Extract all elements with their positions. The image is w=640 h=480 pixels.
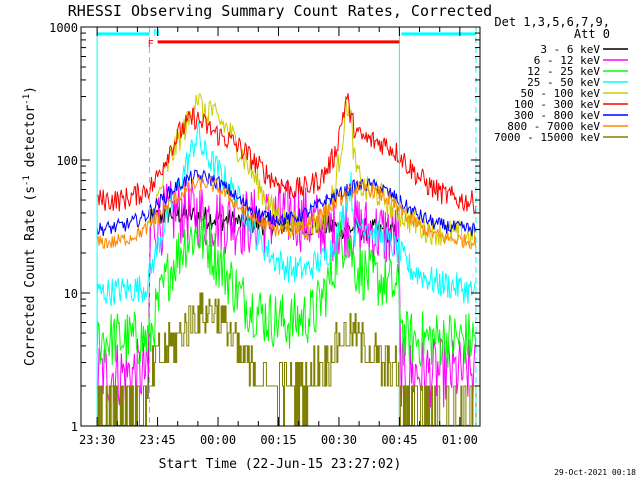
y-axis-label-sup2: -1 bbox=[22, 94, 32, 105]
x-tick-label: 00:45 bbox=[381, 433, 417, 447]
series-line-12-25-keV bbox=[96, 215, 477, 368]
y-tick-label: 100 bbox=[56, 154, 78, 168]
y-axis-label: Corrected Count Rate (s-1 detector-1) bbox=[22, 86, 38, 366]
legend-label: 7000 - 15000 keV bbox=[494, 131, 600, 144]
chart-title: RHESSI Observing Summary Count Rates, Co… bbox=[68, 2, 492, 20]
legend-label: 800 - 7000 keV bbox=[507, 120, 600, 133]
y-tick-label: 1 bbox=[71, 420, 78, 434]
x-tick-label: 01:00 bbox=[442, 433, 478, 447]
series-line-7000-15000-keV bbox=[97, 292, 477, 426]
legend-label: 6 - 12 keV bbox=[534, 54, 601, 67]
plot-frame bbox=[80, 26, 481, 427]
x-tick-label: 00:15 bbox=[260, 433, 296, 447]
y-axis-label-end: ) bbox=[23, 86, 38, 94]
legend-label: 25 - 50 keV bbox=[527, 76, 600, 89]
series-line-25-50-keV bbox=[96, 120, 477, 306]
x-tick-label: 23:45 bbox=[140, 433, 176, 447]
series-line-100-300-keV bbox=[96, 93, 477, 215]
y-axis-label-main: Corrected Count Rate (s bbox=[23, 186, 38, 366]
marker-layer: NF bbox=[96, 27, 477, 426]
timestamp: 29-Oct-2021 00:18 bbox=[554, 468, 636, 477]
y-tick-label: 1000 bbox=[49, 21, 78, 35]
legend-label: 300 - 800 keV bbox=[514, 109, 600, 122]
flare-marker-label: F bbox=[148, 39, 154, 50]
x-axis-label: Start Time (22-Jun-15 23:27:02) bbox=[159, 457, 402, 472]
x-tick-label: 00:30 bbox=[321, 433, 357, 447]
series-line-800-7000-keV bbox=[96, 175, 477, 250]
legend-label: 12 - 25 keV bbox=[527, 65, 600, 78]
y-tick-label: 10 bbox=[64, 287, 78, 301]
legend-title: Det 1,3,5,6,7,9, bbox=[494, 15, 610, 29]
y-axis-label-sup1: -1 bbox=[22, 175, 32, 186]
x-tick-label: 00:00 bbox=[200, 433, 236, 447]
night-marker-label: N bbox=[154, 28, 160, 39]
series-line-6-12-keV bbox=[96, 176, 477, 408]
series-line-300-800-keV bbox=[96, 169, 477, 237]
legend-label: 3 - 6 keV bbox=[540, 43, 600, 56]
axis-layer: 23:30 23:45 00:00 00:15 00:30 00:45 01:00 1 10 10… bbox=[49, 21, 480, 447]
series-layer bbox=[96, 93, 477, 426]
y-axis-label-mid: detector bbox=[23, 105, 38, 176]
legend-label: 100 - 300 keV bbox=[514, 98, 600, 111]
legend-subtitle: Att 0 bbox=[574, 27, 610, 41]
legend-label: 50 - 100 keV bbox=[521, 87, 601, 100]
x-tick-label: 23:30 bbox=[79, 433, 115, 447]
